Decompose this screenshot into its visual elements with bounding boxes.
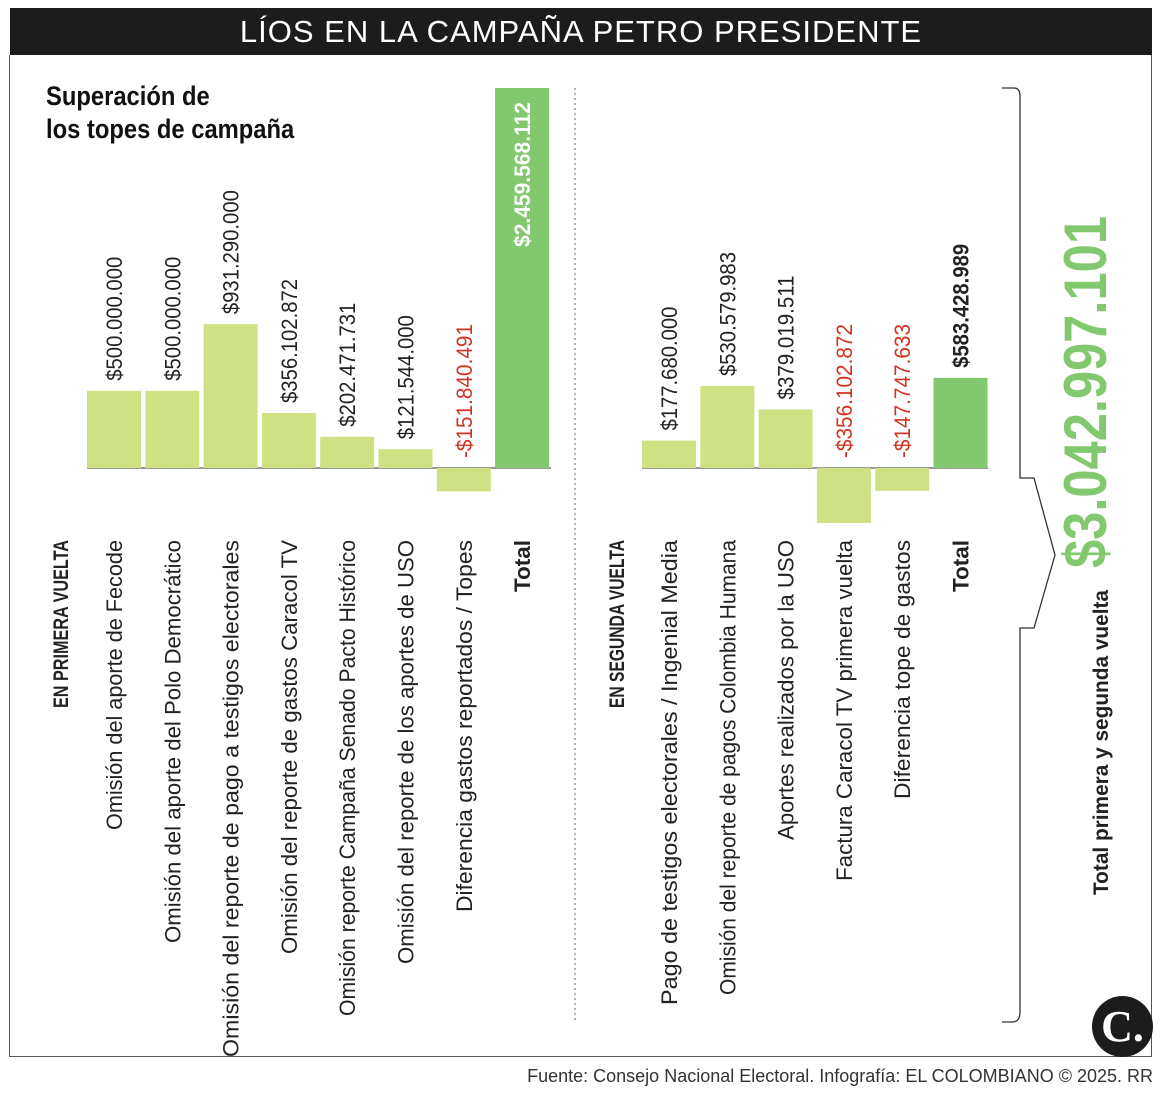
category-label-2-1: Pago de testigos electorales / Ingenial … xyxy=(657,539,682,1005)
el-colombiano-logo: C. xyxy=(1092,996,1153,1057)
value-label-2-4: -$356.102.872 xyxy=(832,324,857,458)
bar-1-7 xyxy=(436,468,491,492)
group-label-1: EN PRIMERA VUELTA xyxy=(50,540,73,708)
bar-1-3 xyxy=(203,324,258,468)
grand-total-label: Total primera y segunda vuelta xyxy=(1090,590,1113,895)
total-bar-2-6 xyxy=(933,377,988,468)
bar-2-2 xyxy=(700,386,755,468)
value-label-2-1: $177.680.000 xyxy=(657,307,682,431)
value-label-1-8: $2.459.568.112 xyxy=(510,102,535,247)
value-label-1-6: $121.544.000 xyxy=(394,315,419,439)
category-label-1-4: Omisión del reporte de gastos Caracol TV xyxy=(277,540,302,954)
value-label-1-3: $931.290.000 xyxy=(219,190,244,314)
value-label-1-5: $202.471.731 xyxy=(335,303,360,427)
bar-1-5 xyxy=(320,436,375,468)
category-label-2-4: Factura Caracol TV primera vuelta xyxy=(832,539,857,881)
chart-subtitle: Superación de los topes de campaña xyxy=(46,81,295,144)
category-label-1-5: Omisión reporte Campaña Senado Pacto His… xyxy=(335,540,360,1016)
group-label-2: EN SEGUNDA VUELTA xyxy=(606,540,629,708)
value-label-2-2: $530.579.983 xyxy=(715,252,740,376)
value-label-1-1: $500.000.000 xyxy=(102,257,127,381)
logo-text: C. xyxy=(1101,1002,1144,1051)
total-brace xyxy=(1002,87,1056,1023)
grand-total-value: $3.042.997.101 xyxy=(1052,216,1119,568)
category-label-2-5: Diferencia tope de gastos xyxy=(890,540,915,799)
value-label-1-2: $500.000.000 xyxy=(160,257,185,381)
category-label-2-3: Aportes realizados por la USO xyxy=(774,540,799,840)
value-label-2-5: -$147.747.633 xyxy=(890,324,915,458)
bar-1-6 xyxy=(378,449,433,468)
bar-2-3 xyxy=(758,409,813,468)
category-label-1-8: Total xyxy=(510,540,535,592)
source-footer: Fuente: Consejo Nacional Electoral. Info… xyxy=(527,1066,1153,1086)
category-label-1-1: Omisión del aporte de Fecode xyxy=(102,540,127,830)
bar-2-4 xyxy=(816,468,871,524)
category-label-1-2: Omisión del aporte del Polo Democrático xyxy=(160,540,185,943)
value-label-2-6: $583.428.989 xyxy=(949,244,974,368)
category-label-1-7: Diferencia gastos reportados / Topes xyxy=(452,540,477,912)
value-label-2-3: $379.019.511 xyxy=(774,275,799,399)
value-label-1-4: $356.102.872 xyxy=(277,279,302,403)
category-label-1-3: Omisión del reporte de pago a testigos e… xyxy=(219,540,244,1057)
category-label-1-6: Omisión del reporte de los aportes de US… xyxy=(394,540,419,964)
chart-frame xyxy=(9,55,1152,1057)
bar-2-1 xyxy=(642,440,696,468)
category-label-2-2: Omisión del reporte de pagos Colombia Hu… xyxy=(715,539,740,995)
value-label-1-7: -$151.840.491 xyxy=(452,324,477,458)
bar-1-4 xyxy=(261,412,316,468)
category-label-2-6: Total xyxy=(949,540,974,592)
page-header: LÍOS EN LA CAMPAÑA PETRO PRESIDENTE xyxy=(10,8,1152,55)
bar-1-1 xyxy=(87,390,141,468)
page-title: LÍOS EN LA CAMPAÑA PETRO PRESIDENTE xyxy=(239,13,923,49)
bar-2-5 xyxy=(875,468,930,491)
bar-1-2 xyxy=(145,390,200,468)
total-bar-1-8 xyxy=(495,88,550,468)
